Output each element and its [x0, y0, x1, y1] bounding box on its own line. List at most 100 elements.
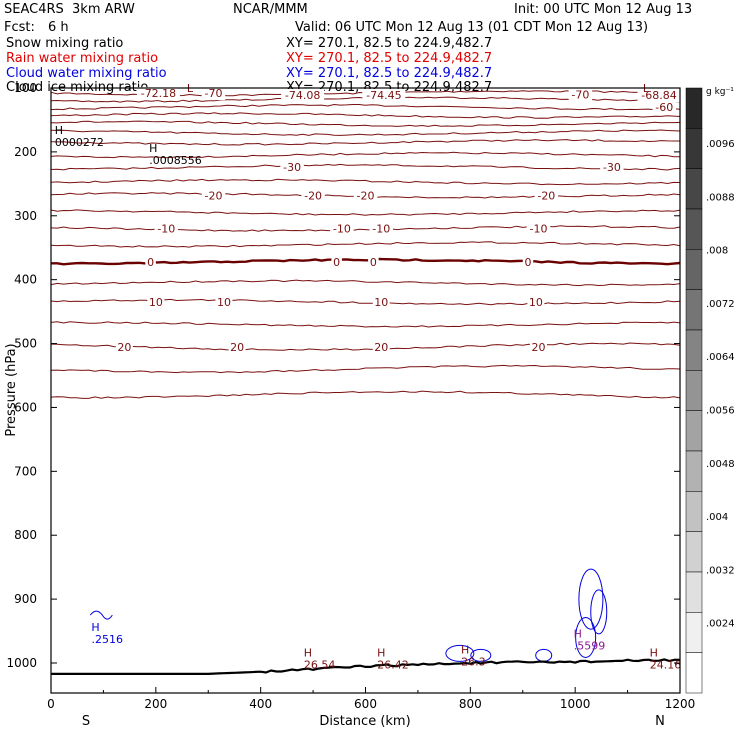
isotherm-line [50, 364, 681, 374]
colorbar-tick-label: .0088 [706, 192, 735, 203]
terrain-surface [51, 658, 681, 675]
y-tick-label: 300 [14, 209, 37, 223]
x-tick-label: 1200 [665, 697, 696, 711]
isotherm-label: -70 [571, 88, 589, 101]
isotherm-label: -72.18 [141, 87, 176, 100]
isotherm-label: -20 [304, 189, 322, 202]
cloud-water-contour [445, 644, 475, 662]
colorbar-swatch [685, 289, 703, 331]
isotherm-label: -20 [357, 189, 375, 202]
cloud-water-contour [535, 648, 553, 662]
isotherm-label-bg [369, 222, 393, 236]
isotherm-label-bg [362, 89, 406, 103]
extremum-value: .2516 [92, 633, 124, 646]
isotherm-label-bg [372, 340, 390, 354]
isotherm-label-bg [568, 88, 593, 102]
isotherm-label: -20 [205, 189, 223, 202]
isotherm-line [50, 225, 681, 232]
isotherm-label: 10 [149, 296, 163, 309]
cloud-water-contour [578, 568, 604, 630]
colorbar-tick-label: .0024 [706, 619, 735, 630]
x-tick-label: 1000 [560, 697, 591, 711]
colorbar-swatch [685, 329, 703, 371]
isotherm-label-bg [529, 340, 547, 354]
isotherm-label-bg [330, 222, 354, 236]
isotherm-label-bg [534, 189, 559, 203]
institution-label: NCAR/MMM [233, 2, 308, 17]
x-axis-title: Distance (km) [319, 714, 410, 729]
y-tick-label: 800 [14, 528, 37, 542]
extremum-value: 26.42 [377, 659, 409, 672]
isotherm-line [50, 120, 681, 127]
field-xy-cloud-water: XY= 270.1, 82.5 to 224.9,482.7 [286, 66, 493, 81]
isotherm-label-bg [637, 89, 681, 103]
x-axis: 0 200 400 600 800 1000 1200 [47, 687, 695, 711]
cloud-water-contour [575, 616, 597, 658]
field-xy-snow: XY= 270.1, 82.5 to 224.9,482.7 [286, 36, 493, 51]
isotherm-label: 10 [374, 296, 388, 309]
isotherm-line [50, 342, 681, 351]
terrain-line [51, 658, 681, 675]
isotherm-label: 20 [117, 341, 131, 354]
isotherm-label: -10 [529, 223, 547, 236]
isotherm-label: -10 [333, 223, 351, 236]
isotherm-label-bg [301, 189, 325, 203]
isotherm-label: 20 [374, 341, 388, 354]
isotherm-label-bg [136, 87, 180, 101]
isotherm-line [50, 163, 681, 171]
extremum-value: 26.3 [461, 655, 486, 668]
colorbar-swatch [685, 571, 703, 613]
temperature-isotherms [50, 90, 681, 399]
model-title: SEAC4RS 3km ARW [4, 2, 135, 17]
extremum-value: 26.54 [304, 659, 336, 672]
isotherm-label: -68.84 [641, 89, 676, 102]
extremum-mark: H [91, 621, 99, 634]
y-tick-label: 200 [14, 145, 37, 159]
isotherm-line [50, 241, 681, 248]
isotherm-label-bg [145, 255, 156, 269]
x-tick-label: 400 [249, 697, 272, 711]
extremum-value: .0008556 [149, 154, 202, 167]
colorbar-swatch [685, 168, 703, 210]
colorbar-tick-label: .0096 [706, 139, 735, 150]
isotherm-label: 10 [529, 296, 543, 309]
isotherm-line [50, 112, 681, 119]
north-label: N [655, 714, 665, 729]
x-tick-label: 600 [354, 697, 377, 711]
colorbar-tick-label: .0032 [706, 565, 735, 576]
isotherm-label-bg [600, 161, 624, 175]
isotherm-label-bg [154, 222, 179, 236]
extremum-mark: H [55, 124, 63, 137]
isotherm-label: 20 [531, 341, 545, 354]
south-label: S [82, 714, 90, 729]
isotherm-label: 10 [217, 296, 231, 309]
isotherm-label-bg [353, 189, 378, 203]
isotherm-line [50, 139, 680, 146]
isotherm-line [50, 129, 681, 136]
isotherm-labels: -72.18 -74.08 -74.45 -68.84 -70 -70 -60 -30 -30 -… [115, 87, 681, 354]
colorbar-swatch [685, 87, 703, 129]
isotherm-label: -74.08 [285, 89, 320, 102]
field-label-cloud-water: Cloud water mixing ratio [6, 66, 167, 81]
isotherm-label: -30 [603, 161, 621, 174]
isotherm-label-bg [147, 296, 165, 310]
isotherm-line [50, 298, 681, 306]
isotherm-line [50, 151, 680, 159]
y-tick-label: 900 [14, 592, 37, 606]
cloud-water-contour [89, 610, 113, 620]
x-tick-label: 200 [144, 697, 167, 711]
isotherm-label-bg [526, 222, 551, 236]
isotherm-label: 0 [370, 256, 377, 269]
y-tick-label: 100 [14, 81, 37, 95]
cloud-water-contour [470, 648, 492, 662]
isotherm-label: 0 [524, 256, 531, 269]
isotherm-label-bg [215, 296, 233, 310]
isotherm-label-bg [228, 340, 246, 354]
extremum-mark: H [650, 647, 658, 660]
colorbar-swatch [685, 249, 703, 290]
valid-time: Valid: 06 UTC Mon 12 Aug 13 (01 CDT Mon … [295, 20, 649, 35]
isotherm-label: -74.45 [366, 89, 401, 102]
isotherm-line [50, 390, 681, 399]
isotherm-line [50, 209, 681, 216]
